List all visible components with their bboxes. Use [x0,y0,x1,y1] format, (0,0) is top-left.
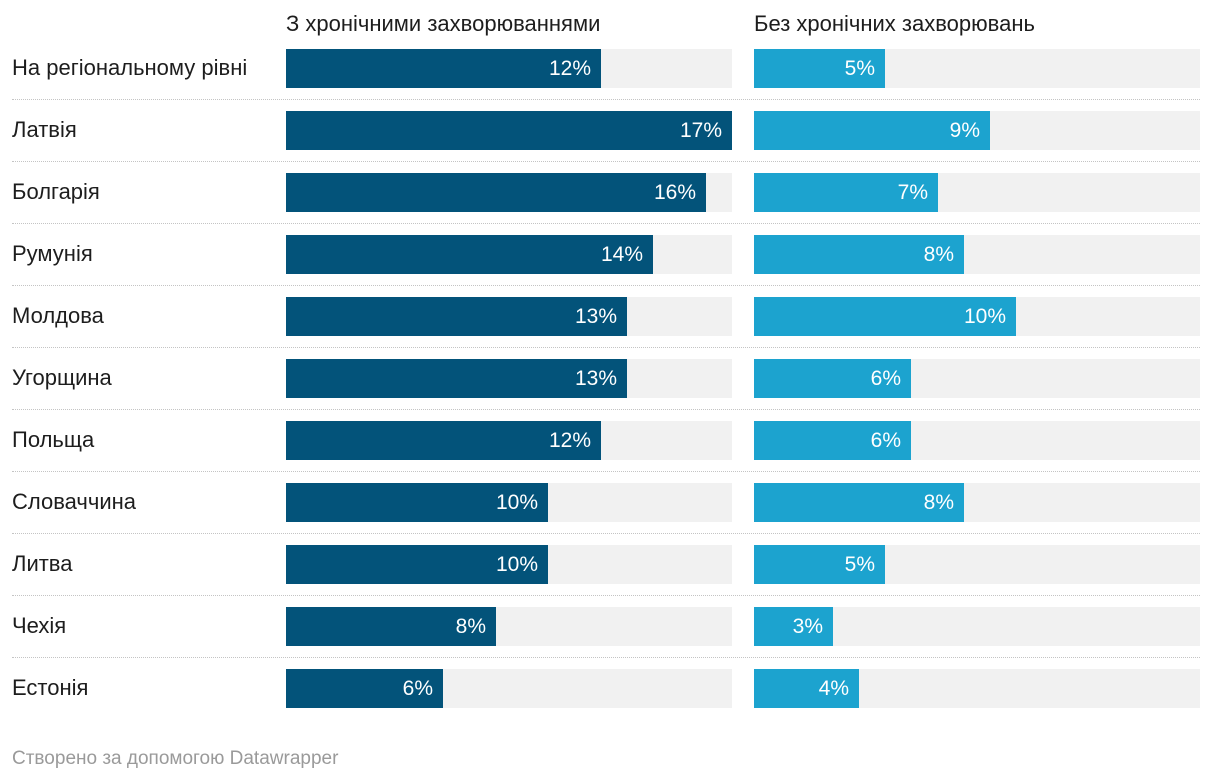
bar: 10% [286,545,548,584]
value-label: 6% [870,367,901,390]
value-label: 5% [844,553,875,576]
value-label: 8% [455,615,486,638]
chart-row: Латвія 17% 9% [12,99,1200,162]
bar: 6% [286,669,443,708]
chart-row: Польща 12% 6% [12,409,1200,472]
footer-credit: Створено за допомогою Datawrapper [12,748,339,769]
bar: 9% [754,111,990,150]
bar-track: 17% [286,111,732,150]
chart-row: Болгарія 16% 7% [12,161,1200,224]
bar: 14% [286,235,653,274]
value-label: 13% [574,367,617,390]
value-label: 3% [792,615,823,638]
bar-track: 10% [754,297,1200,336]
bar-track: 8% [754,483,1200,522]
value-label: 16% [653,181,696,204]
bar: 5% [754,545,885,584]
chart-row: Литва 10% 5% [12,533,1200,596]
value-label: 14% [600,243,643,266]
bar-track: 7% [754,173,1200,212]
value-label: 5% [844,57,875,80]
bar-chart: На регіональному рівні 12% 5% Латвія 17% 9% Бо… [12,37,1200,719]
value-label: 4% [818,677,849,700]
bar: 8% [754,235,964,274]
value-label: 10% [495,491,538,514]
bar: 10% [286,483,548,522]
chart-row: Словаччина 10% 8% [12,471,1200,534]
bar-track: 8% [286,607,732,646]
bar: 6% [754,359,911,398]
bar-track: 5% [754,545,1200,584]
bar-track: 6% [754,359,1200,398]
value-label: 8% [923,243,954,266]
bar-track: 6% [754,421,1200,460]
bar: 12% [286,49,601,88]
bar: 16% [286,173,706,212]
category-label: На регіональному рівні [12,55,248,80]
bar-track: 3% [754,607,1200,646]
bar: 17% [286,111,732,150]
value-label: 17% [679,119,722,142]
bar: 8% [754,483,964,522]
chart-row: На регіональному рівні 12% 5% [12,37,1200,100]
category-label: Чехія [12,613,67,638]
bar: 8% [286,607,496,646]
category-label: Словаччина [12,489,136,514]
value-label: 10% [963,305,1006,328]
chart-row: Молдова 13% 10% [12,285,1200,348]
value-label: 7% [897,181,928,204]
chart-row: Угорщина 13% 6% [12,347,1200,410]
bar-track: 13% [286,297,732,336]
bar-track: 8% [754,235,1200,274]
bar: 3% [754,607,833,646]
bar-track: 12% [286,49,732,88]
bar-track: 10% [286,483,732,522]
bar: 13% [286,297,627,336]
bar-track: 5% [754,49,1200,88]
category-label: Угорщина [12,365,112,390]
bar-track: 6% [286,669,732,708]
bar: 7% [754,173,938,212]
category-label: Болгарія [12,179,100,204]
value-label: 6% [402,677,433,700]
value-label: 9% [949,119,980,142]
bar: 5% [754,49,885,88]
bar-track: 12% [286,421,732,460]
category-label: Латвія [12,117,77,142]
bar-track: 10% [286,545,732,584]
column-header-no-chronic: Без хронічних захворювань [754,11,1035,36]
value-label: 12% [548,429,591,452]
value-label: 12% [548,57,591,80]
column-header-chronic: З хронічними захворюваннями [286,11,601,36]
bar-track: 13% [286,359,732,398]
chart-row: Чехія 8% 3% [12,595,1200,658]
value-label: 8% [923,491,954,514]
bar: 13% [286,359,627,398]
bar: 12% [286,421,601,460]
category-label: Молдова [12,303,104,328]
category-label: Литва [12,551,73,576]
category-label: Естонія [12,675,89,700]
category-label: Румунія [12,241,93,266]
bar-track: 14% [286,235,732,274]
bar-track: 4% [754,669,1200,708]
bar-track: 9% [754,111,1200,150]
bar: 10% [754,297,1016,336]
bar: 4% [754,669,859,708]
value-label: 6% [870,429,901,452]
chart-row: Румунія 14% 8% [12,223,1200,286]
bar-track: 16% [286,173,732,212]
category-label: Польща [12,427,95,452]
bar: 6% [754,421,911,460]
chart-row: Естонія 6% 4% [12,657,1200,719]
value-label: 13% [574,305,617,328]
value-label: 10% [495,553,538,576]
